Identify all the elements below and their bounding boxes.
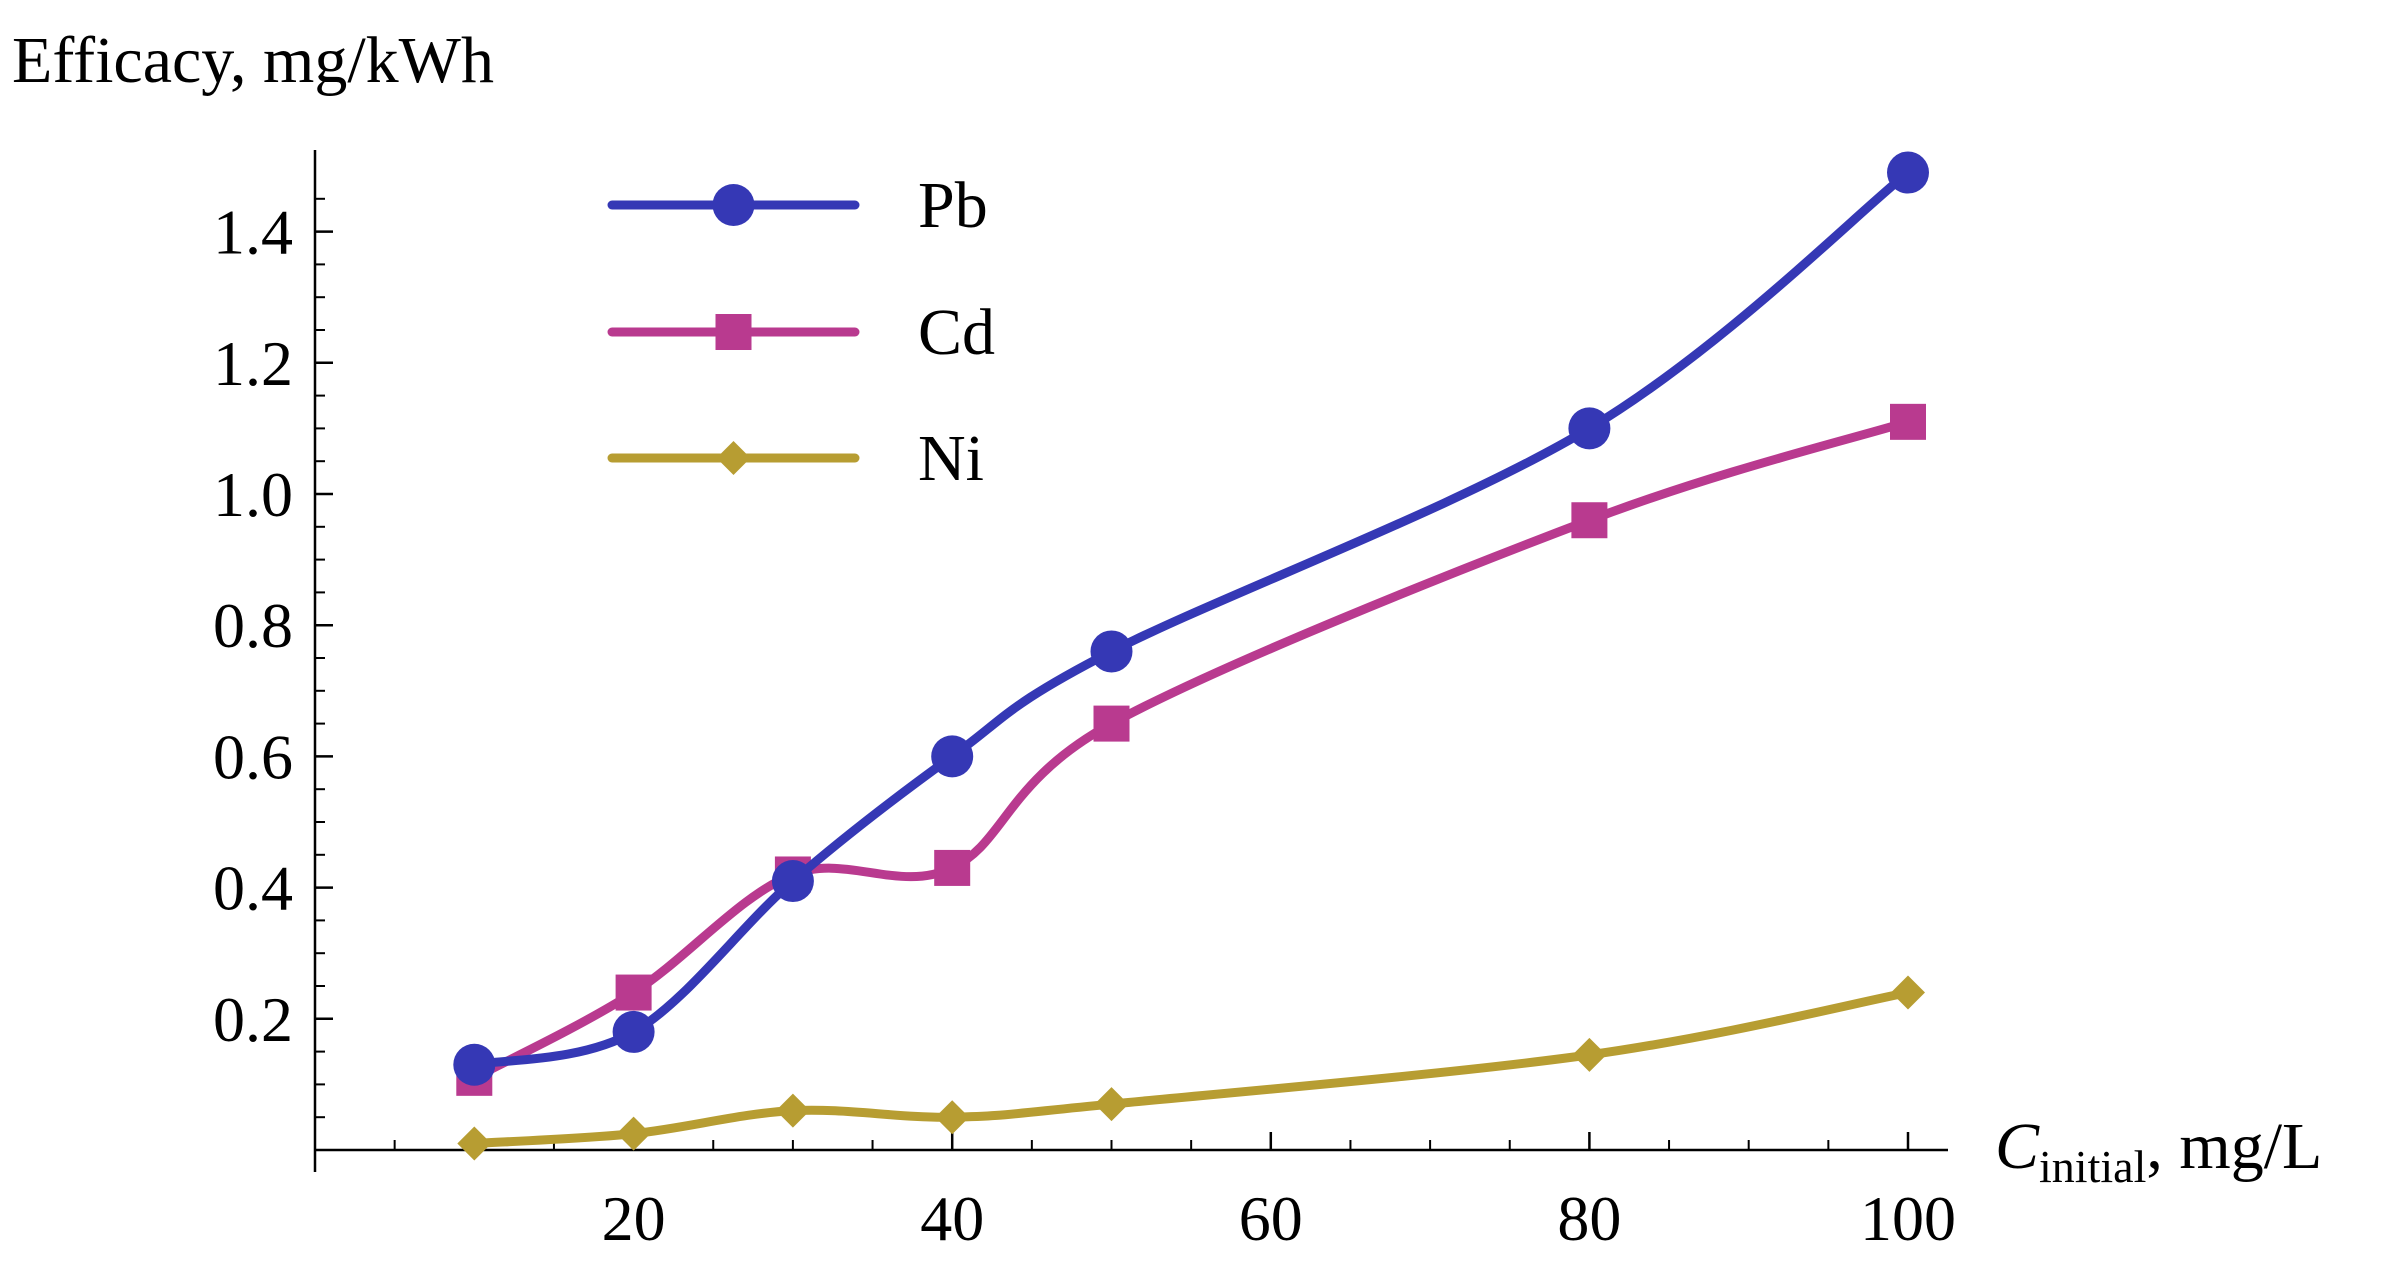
x-tick-label: 80 — [1557, 1183, 1621, 1254]
x-tick-label: 40 — [920, 1183, 984, 1254]
series-ni — [457, 975, 1925, 1161]
series-ni-point — [935, 1100, 970, 1135]
x-axis-title-subscript: initial — [2039, 1141, 2146, 1192]
y-tick-label: 0.2 — [213, 984, 293, 1055]
series-cd-point — [1571, 502, 1608, 539]
series-cd-line — [469, 417, 1913, 1083]
series-cd-point — [615, 974, 652, 1011]
series-ni-point — [1891, 975, 1925, 1010]
legend: Pb Cd Ni — [607, 169, 995, 495]
series-layer — [453, 151, 1929, 1161]
series-ni-point — [1572, 1037, 1607, 1072]
legend-label-ni: Ni — [918, 422, 984, 495]
legend-item-ni: Ni — [607, 422, 984, 495]
axes: 20 40 60 80 100 0.2 0.4 0.6 0.8 1.0 1.2 1.4 — [213, 150, 1956, 1254]
series-ni-point — [775, 1093, 810, 1128]
series-pb-line — [469, 168, 1913, 1070]
series-cd — [456, 403, 1926, 1096]
series-cd-point — [934, 849, 971, 886]
series-ni-point — [616, 1116, 651, 1151]
y-tick-label: 0.6 — [213, 721, 293, 792]
y-tick-label: 1.0 — [213, 459, 293, 530]
series-cd-point — [1093, 705, 1130, 742]
y-axis-title: Efficacy, mg/kWh — [12, 24, 494, 97]
series-pb-point — [453, 1043, 496, 1086]
series-pb-point — [1090, 630, 1133, 673]
legend-marker-ni — [716, 441, 751, 475]
series-cd-point — [1890, 403, 1926, 440]
legend-item-pb: Pb — [607, 169, 988, 242]
x-axis-title-unit: , mg/L — [2146, 1110, 2322, 1183]
y-tick-label: 1.2 — [213, 328, 293, 399]
y-tick-label: 0.8 — [213, 590, 293, 661]
series-ni-point — [1094, 1087, 1129, 1122]
series-pb-point — [612, 1010, 655, 1053]
series-pb-point — [1568, 407, 1611, 450]
series-pb — [453, 151, 1929, 1086]
x-tick-label: 20 — [602, 1183, 666, 1254]
x-tick-label: 60 — [1239, 1183, 1303, 1254]
legend-label-cd: Cd — [918, 296, 995, 369]
x-tick-label: 100 — [1860, 1183, 1956, 1254]
legend-marker-cd — [715, 314, 752, 350]
series-pb-point — [771, 860, 814, 903]
y-tick-label: 0.4 — [213, 853, 293, 924]
legend-item-cd: Cd — [607, 296, 995, 369]
series-ni-line — [469, 988, 1913, 1148]
series-pb-point — [1887, 151, 1929, 194]
series-pb-point — [931, 735, 974, 778]
series-ni-point — [457, 1126, 492, 1161]
x-axis-title-symbol: C — [1995, 1110, 2040, 1183]
legend-label-pb: Pb — [918, 169, 988, 242]
legend-marker-pb — [712, 184, 755, 226]
x-axis-title: Cinitial, mg/L — [1995, 1110, 2322, 1192]
y-tick-label: 1.4 — [213, 197, 293, 268]
